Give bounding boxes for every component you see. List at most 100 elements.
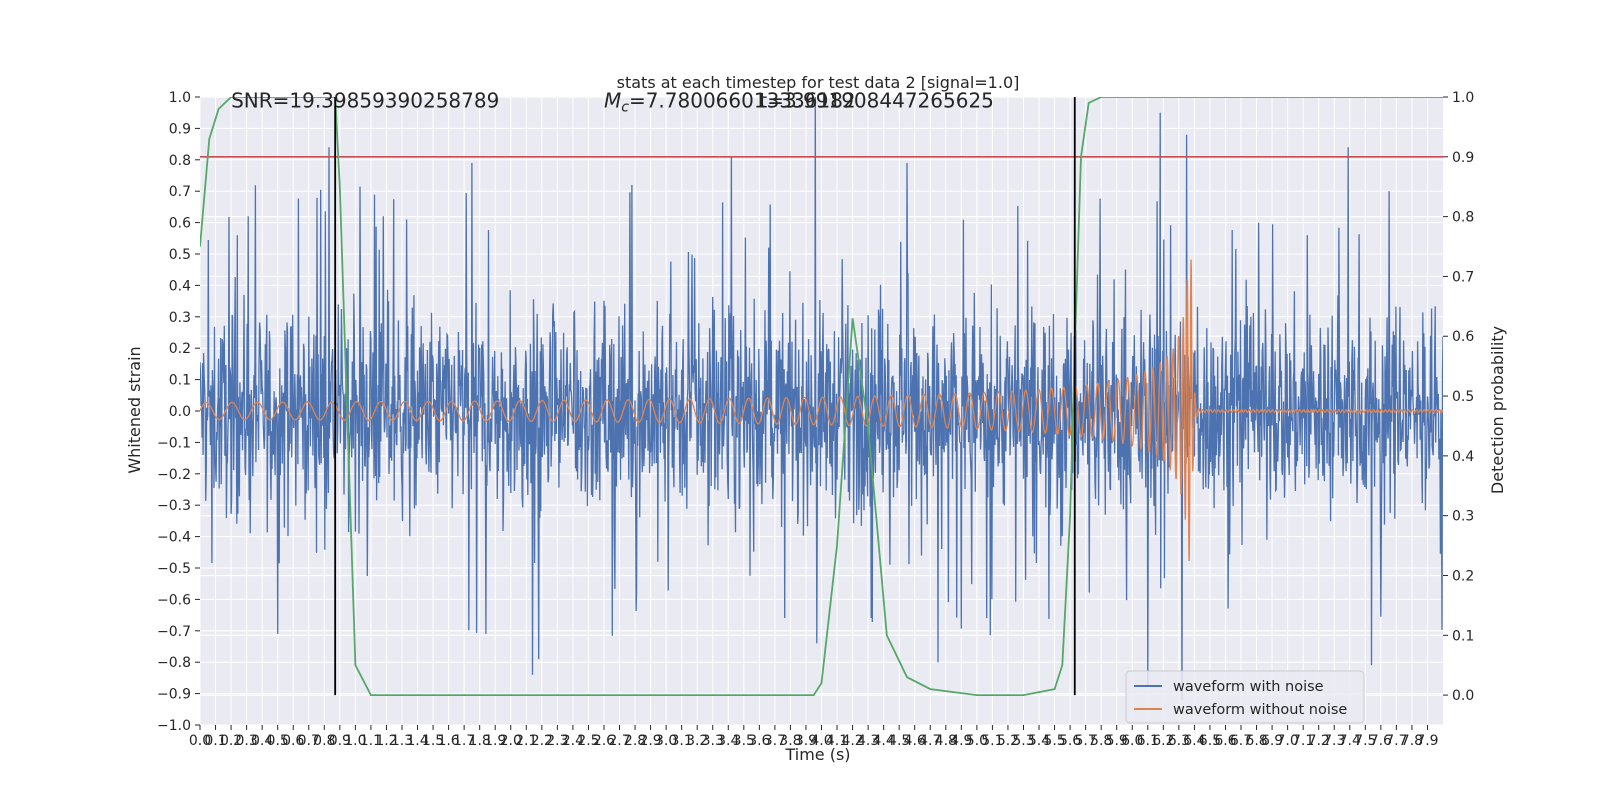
y-right-tick-label: 0.3 (1452, 509, 1474, 525)
x-tick-label: 6.1 (1137, 733, 1159, 749)
x-tick-label: 5.5 (1043, 733, 1065, 749)
x-tick-label: 3.6 (748, 733, 770, 749)
y-tick-label: −0.7 (157, 624, 191, 640)
x-tick-label: 7.2 (1308, 733, 1330, 749)
annotation-text: Mc=7.780066013336182 (604, 88, 856, 115)
x-tick-label: 5.0 (966, 733, 988, 749)
x-tick-label: 4.5 (888, 733, 910, 749)
y-right-tick-label: 0.4 (1452, 449, 1474, 465)
x-tick-label: 4.6 (904, 733, 926, 749)
x-tick-label: 4.3 (857, 733, 879, 749)
x-tick-label: 1.7 (453, 733, 475, 749)
x-tick-label: 2.5 (577, 733, 599, 749)
y-right-tick-label: 0.9 (1452, 150, 1474, 166)
x-tick-label: 1.9 (484, 733, 506, 749)
x-tick-label: 6.6 (1214, 733, 1236, 749)
x-tick-label: 1.3 (391, 733, 413, 749)
x-tick-label: 2.7 (608, 733, 630, 749)
y-tick-label: 0.7 (169, 184, 191, 200)
x-tick-label: 6.9 (1261, 733, 1283, 749)
x-tick-label: 7.0 (1276, 733, 1298, 749)
legend-label: waveform with noise (1173, 679, 1324, 695)
x-tick-label: 0.9 (329, 733, 351, 749)
y-tick-label: 0.0 (169, 404, 191, 420)
x-tick-label: 3.3 (702, 733, 724, 749)
y-tick-label: 0.4 (169, 278, 191, 294)
x-tick-label: 6.4 (1183, 733, 1205, 749)
x-tick-label: 7.6 (1370, 733, 1392, 749)
x-tick-label: 3.8 (779, 733, 801, 749)
legend: waveform with noise waveform without nois… (1125, 670, 1365, 724)
annotation-text: SNR=19.39859390258789 (231, 88, 499, 112)
annotation-value: =7.780066013336182 (629, 88, 856, 112)
x-tick-label: 6.0 (1121, 733, 1143, 749)
x-tick-label: 1.1 (360, 733, 382, 749)
x-tick-label: 3.2 (686, 733, 708, 749)
x-tick-label: 1.4 (406, 733, 428, 749)
x-tick-label: 5.9 (1106, 733, 1128, 749)
x-tick-label: 1.0 (344, 733, 366, 749)
x-tick-label: 0.4 (251, 733, 273, 749)
y-tick-label: −1.0 (157, 718, 191, 734)
x-tick-label: 5.4 (1028, 733, 1050, 749)
y-tick-label: −0.3 (157, 498, 191, 514)
x-tick-label: 7.4 (1339, 733, 1361, 749)
y-tick-label: −0.1 (157, 435, 191, 451)
y-right-tick-label: 0.7 (1452, 269, 1474, 285)
x-tick-label: 4.8 (935, 733, 957, 749)
x-tick-label: 2.6 (593, 733, 615, 749)
y-right-tick-label: 0.1 (1452, 628, 1474, 644)
y-axis-label-right: Detection probability (1488, 326, 1507, 494)
x-tick-label: 7.3 (1323, 733, 1345, 749)
x-tick-label: 4.2 (841, 733, 863, 749)
annotation-symbol: M (604, 88, 621, 112)
y-right-tick-label: 0.6 (1452, 329, 1474, 345)
x-tick-label: 7.7 (1385, 733, 1407, 749)
x-tick-label: 6.5 (1199, 733, 1221, 749)
y-tick-label: 0.3 (169, 310, 191, 326)
x-tick-label: 2.2 (531, 733, 553, 749)
x-tick-label: 5.3 (1012, 733, 1034, 749)
y-tick-label: 0.8 (169, 153, 191, 169)
x-tick-label: 4.7 (919, 733, 941, 749)
x-tick-label: 1.8 (469, 733, 491, 749)
x-tick-label: 7.1 (1292, 733, 1314, 749)
x-tick-label: 3.7 (764, 733, 786, 749)
y-right-tick-label: 0.8 (1452, 210, 1474, 226)
x-tick-label: 3.9 (795, 733, 817, 749)
x-tick-label: 5.6 (1059, 733, 1081, 749)
x-tick-label: 7.9 (1416, 733, 1438, 749)
x-tick-label: 0.3 (235, 733, 257, 749)
x-tick-label: 3.5 (733, 733, 755, 749)
x-tick-label: 1.2 (375, 733, 397, 749)
series-layer: SNR=19.39859390258789 Mc=7.78006601333618… (200, 88, 1443, 700)
annotation-text: t=3.991908447265625 (759, 88, 994, 112)
x-tick-label: 7.5 (1354, 733, 1376, 749)
x-tick-label: 5.8 (1090, 733, 1112, 749)
x-tick-label: 1.5 (422, 733, 444, 749)
plot-area (200, 97, 1443, 700)
x-tick-label: 5.2 (997, 733, 1019, 749)
y-tick-label: 1.0 (169, 90, 191, 106)
x-axis-label: Time (s) (784, 745, 850, 764)
chart-title: stats at each timestep for test data 2 [… (617, 73, 1020, 92)
series-waveform-with-noise (200, 97, 1443, 700)
x-tick-label: 6.8 (1245, 733, 1267, 749)
x-tick-label: 0.2 (220, 733, 242, 749)
legend-label: waveform without noise (1173, 702, 1347, 718)
x-tick-label: 2.1 (515, 733, 537, 749)
x-tick-label: 4.0 (810, 733, 832, 749)
x-tick-label: 6.7 (1230, 733, 1252, 749)
x-tick-label: 3.4 (717, 733, 739, 749)
x-tick-label: 6.2 (1152, 733, 1174, 749)
y-tick-label: −0.8 (157, 655, 191, 671)
x-tick-label: 2.8 (624, 733, 646, 749)
x-tick-label: 4.1 (826, 733, 848, 749)
x-tick-label: 2.3 (546, 733, 568, 749)
series-detection-probability (200, 97, 1443, 696)
x-tick-label: 4.9 (950, 733, 972, 749)
x-tick-label: 0.7 (298, 733, 320, 749)
y-tick-label: 0.1 (169, 373, 191, 389)
x-tick-label: 2.4 (562, 733, 584, 749)
